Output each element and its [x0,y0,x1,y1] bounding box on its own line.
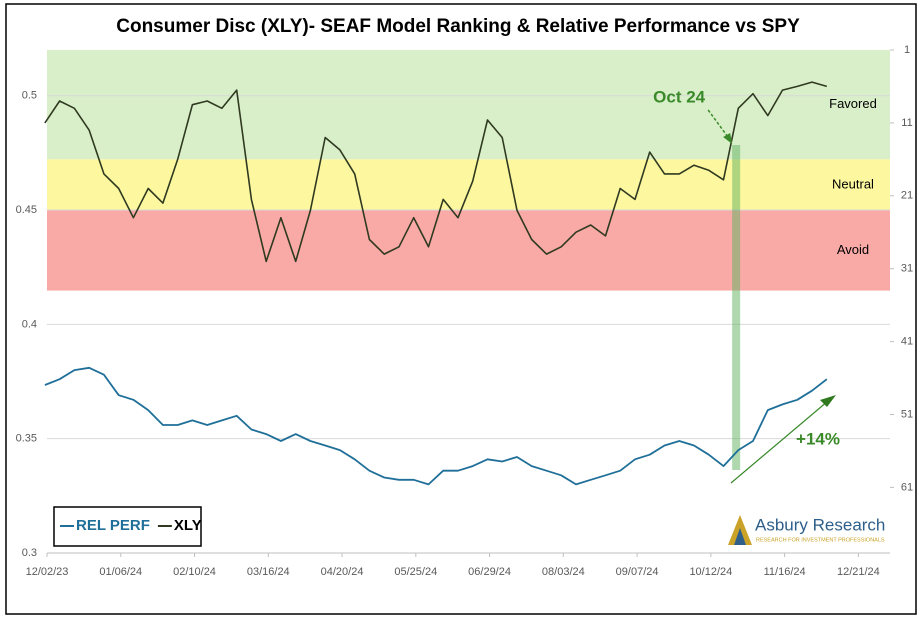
y-tick-label: 0.45 [16,204,37,216]
highlight-bar [732,145,741,470]
y2-tick-label: 61 [901,481,913,493]
band-label: Neutral [832,176,874,191]
series-line [44,366,828,486]
x-tick-label: 03/16/24 [247,566,290,578]
x-tick-label: 09/07/24 [616,566,659,578]
x-tick-label: 12/21/24 [837,566,880,578]
y-tick-label: 0.5 [22,90,37,102]
annotation-arrow [730,400,829,484]
y2-tick-label: 11 [901,117,912,129]
y2-tick-label: 51 [901,408,913,420]
y-tick-label: 0.3 [22,547,37,559]
plot-area [44,49,894,557]
legend-label: XLY [174,517,202,534]
series-line [44,81,828,263]
x-tick-label: 12/02/23 [26,566,69,578]
band-label: Avoid [837,242,869,257]
arrow-head [723,133,733,144]
y2-tick-label: 31 [901,263,913,275]
arrow-head [820,395,836,407]
annotation: Oct 24 [653,87,706,106]
annotation: +14% [796,429,840,448]
x-tick-label: 05/25/24 [394,566,437,578]
x-tick-label: 06/29/24 [468,566,511,578]
band [47,50,890,160]
x-tick-label: 08/03/24 [542,566,585,578]
y2-tick-label: 41 [901,336,913,348]
band-label: Favored [829,96,877,111]
y2-tick-label: 21 [901,190,913,202]
legend-label: REL PERF [76,517,150,534]
chart-title: Consumer Disc (XLY)- SEAF Model Ranking … [116,16,800,37]
annotation-arrow [707,109,731,141]
x-tick-label: 04/20/24 [321,566,364,578]
x-tick-label: 11/16/24 [764,566,806,578]
legend: REL PERF XLY [53,506,202,547]
band [47,210,890,291]
y2-tick-label: 1 [904,44,910,56]
x-tick-label: 02/10/24 [173,566,216,578]
x-tick-label: 10/12/24 [689,566,732,578]
y-tick-label: 0.4 [22,318,37,330]
logo-text: Asbury Research [755,515,885,534]
y-tick-label: 0.35 [16,433,37,445]
logo-tagline: RESEARCH FOR INVESTMENT PROFESSIONALS [756,537,885,543]
logo-mark [734,528,746,545]
logo: Asbury Research RESEARCH FOR INVESTMENT … [728,515,885,545]
band [47,159,890,211]
x-tick-label: 01/06/24 [99,566,142,578]
legend-box [53,506,202,547]
